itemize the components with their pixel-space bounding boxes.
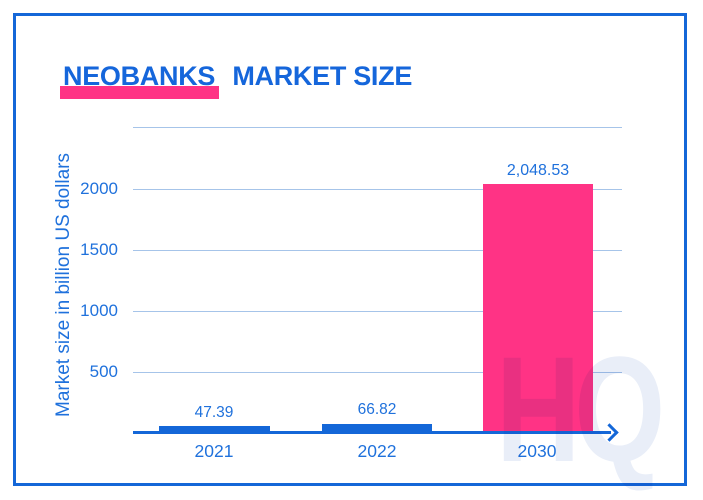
x-label-2030: 2030 bbox=[517, 441, 557, 461]
bar-2030 bbox=[483, 184, 593, 434]
title-rest-text: MARKET SIZE bbox=[232, 61, 413, 91]
title-highlight bbox=[60, 86, 220, 99]
bar-2022 bbox=[322, 424, 432, 434]
title-highlighted-text: NEOBANKS bbox=[63, 61, 216, 91]
x-axis-line bbox=[133, 431, 611, 434]
bar-2021 bbox=[159, 426, 270, 434]
value-label-2021: 47.39 bbox=[194, 404, 234, 421]
y-axis-title: Market size in billion US dollars bbox=[53, 153, 74, 417]
ytick-500: 500 bbox=[89, 362, 118, 381]
gridline-500 bbox=[133, 372, 622, 373]
ytick-1500: 1500 bbox=[80, 240, 118, 259]
value-label-2022: 66.82 bbox=[357, 401, 397, 418]
gridline-1500 bbox=[133, 250, 622, 251]
gridline-1000 bbox=[133, 311, 622, 312]
chart-title: NEOBANKS MARKET SIZE bbox=[60, 61, 413, 99]
ytick-2000: 2000 bbox=[80, 179, 118, 198]
page-border-frame bbox=[13, 13, 687, 486]
value-label-2030: 2,048.53 bbox=[506, 162, 570, 179]
x-label-2021: 2021 bbox=[194, 441, 234, 461]
title-highlight-wrap: NEOBANKS bbox=[60, 61, 220, 99]
hq-watermark: HQ bbox=[496, 325, 665, 493]
ytick-1000: 1000 bbox=[80, 301, 118, 320]
gridline-2500 bbox=[133, 127, 622, 128]
x-label-2022: 2022 bbox=[357, 441, 397, 461]
gridline-2000 bbox=[133, 189, 622, 190]
